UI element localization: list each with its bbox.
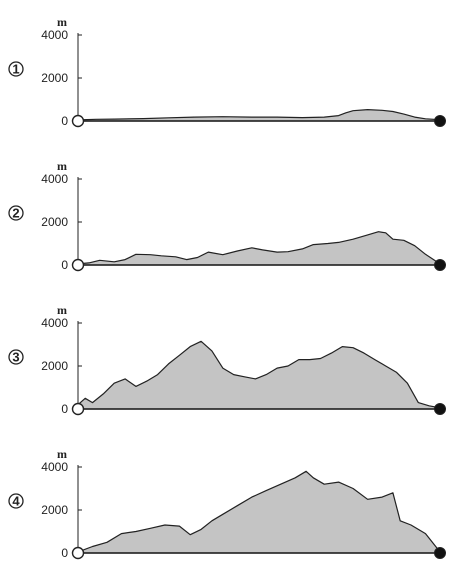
profile-number-badge xyxy=(8,493,24,509)
profile-number-badge xyxy=(8,205,24,221)
profile-number: 3 xyxy=(12,350,19,365)
y-tick-label: 0 xyxy=(61,546,68,560)
unit-label: m xyxy=(57,303,67,317)
y-tick-label: 2000 xyxy=(41,215,68,229)
start-marker xyxy=(71,114,85,128)
end-marker xyxy=(434,259,446,271)
end-marker xyxy=(434,403,446,415)
unit-label: m xyxy=(57,159,67,173)
start-marker xyxy=(71,258,85,272)
y-tick-label: 4000 xyxy=(41,316,68,330)
elevation-area xyxy=(77,231,441,266)
elevation-area xyxy=(77,340,441,410)
profile-number-badge xyxy=(8,349,24,365)
y-tick-label: 2000 xyxy=(41,503,68,517)
y-tick-label: 2000 xyxy=(41,359,68,373)
unit-label: m xyxy=(57,15,67,29)
profile-number: 4 xyxy=(12,494,20,509)
unit-label: m xyxy=(57,447,67,461)
y-tick-label: 4000 xyxy=(41,460,68,474)
end-marker xyxy=(434,115,446,127)
y-tick-label: 0 xyxy=(61,258,68,272)
profile-number: 2 xyxy=(12,206,19,221)
y-tick-label: 4000 xyxy=(41,172,68,186)
start-marker xyxy=(71,546,85,560)
profile-number: 1 xyxy=(12,62,19,77)
y-tick-label: 0 xyxy=(61,402,68,416)
y-tick-label: 4000 xyxy=(41,28,68,42)
y-tick-label: 2000 xyxy=(41,71,68,85)
profile-number-badge xyxy=(8,61,24,77)
start-marker xyxy=(71,402,85,416)
end-marker xyxy=(434,547,446,559)
y-tick-label: 0 xyxy=(61,114,68,128)
elevation-area xyxy=(77,109,441,122)
elevation-area xyxy=(77,470,441,554)
